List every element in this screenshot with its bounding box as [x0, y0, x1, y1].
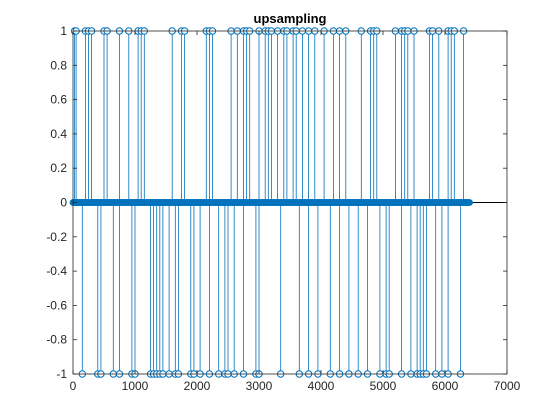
x-tick-label: 6000: [432, 379, 459, 393]
x-tick-label: 7000: [494, 379, 521, 393]
y-tick-label: -0.8: [46, 333, 67, 347]
x-tick-label: 3000: [246, 379, 273, 393]
chart-title: upsampling: [254, 11, 327, 26]
x-tick-label: 5000: [370, 379, 397, 393]
x-tick-label: 1000: [122, 379, 149, 393]
y-tick-label: -0.2: [46, 230, 67, 244]
x-tick-label: 4000: [308, 379, 335, 393]
x-axis-ticks: 0 1000 2000 3000 4000 5000 6000 7000: [70, 31, 521, 393]
y-tick-label: 0.4: [50, 127, 67, 141]
y-tick-label: 0.8: [50, 58, 67, 72]
x-tick-label: 0: [70, 379, 77, 393]
y-tick-label: -1: [56, 367, 67, 381]
y-axis-ticks: -1 -0.8 -0.6 -0.4 -0.2 0 0.2 0.4 0.6 0.8 1: [46, 24, 507, 381]
y-tick-label: 0.6: [50, 93, 67, 107]
stems-layer: [74, 31, 465, 374]
y-tick-label: 0.2: [50, 161, 67, 175]
markers-layer: [69, 27, 473, 378]
stem-marker-zero: [466, 199, 473, 206]
y-tick-label: 1: [60, 24, 67, 38]
y-tick-label: 0: [60, 196, 67, 210]
y-tick-label: -0.4: [46, 264, 67, 278]
y-tick-label: -0.6: [46, 298, 67, 312]
x-tick-label: 2000: [184, 379, 211, 393]
